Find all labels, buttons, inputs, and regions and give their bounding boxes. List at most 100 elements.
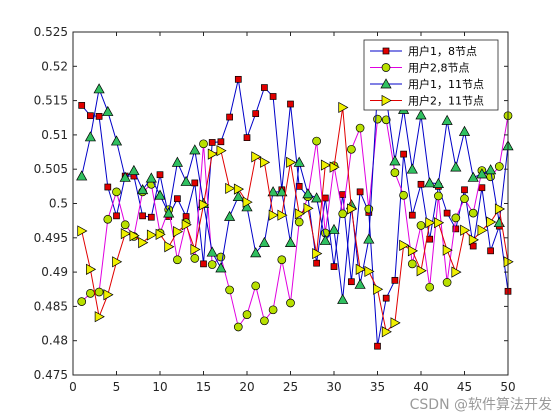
data-point bbox=[364, 204, 374, 214]
data-point bbox=[243, 134, 251, 141]
data-point bbox=[407, 259, 417, 269]
series-4 bbox=[77, 101, 514, 338]
y-tick-label: 0.515 bbox=[34, 94, 68, 108]
data-point bbox=[406, 163, 418, 174]
data-point bbox=[442, 278, 452, 287]
data-point bbox=[312, 247, 323, 260]
x-tick-label: 45 bbox=[457, 380, 472, 394]
data-point bbox=[86, 263, 97, 275]
data-point bbox=[145, 172, 157, 183]
data-point bbox=[468, 234, 479, 246]
data-point bbox=[251, 281, 261, 291]
data-point bbox=[260, 156, 271, 168]
data-point bbox=[78, 102, 86, 109]
data-point bbox=[180, 175, 192, 186]
data-point bbox=[226, 113, 233, 121]
legend-marker bbox=[380, 78, 392, 89]
data-point bbox=[321, 194, 329, 202]
data-point bbox=[294, 217, 304, 227]
data-point bbox=[173, 226, 184, 238]
data-point bbox=[252, 110, 260, 117]
x-axis: 0 5 10 15 20 25 30 35 40 45 50 bbox=[69, 32, 516, 394]
x-tick-label: 35 bbox=[370, 380, 385, 394]
data-point bbox=[173, 255, 182, 265]
y-tick-label: 0.525 bbox=[34, 25, 68, 39]
data-point bbox=[486, 216, 497, 228]
data-point bbox=[460, 194, 469, 204]
data-point bbox=[233, 322, 243, 332]
legend-label: 用户2,8节点 bbox=[408, 61, 470, 75]
data-point bbox=[216, 145, 227, 157]
x-tick-label: 20 bbox=[239, 380, 254, 394]
data-point bbox=[251, 151, 262, 163]
data-point bbox=[364, 265, 375, 278]
data-point bbox=[171, 156, 183, 167]
data-point bbox=[156, 171, 164, 179]
data-point bbox=[451, 266, 462, 278]
data-point bbox=[163, 207, 175, 218]
data-point bbox=[286, 156, 297, 168]
data-point bbox=[129, 230, 140, 242]
data-point bbox=[191, 179, 199, 187]
data-point bbox=[425, 217, 436, 229]
data-point bbox=[374, 342, 381, 350]
data-point bbox=[190, 243, 201, 256]
data-point bbox=[416, 265, 427, 277]
data-point bbox=[206, 246, 218, 257]
data-point bbox=[458, 125, 471, 136]
data-point bbox=[225, 182, 236, 195]
data-point bbox=[460, 224, 471, 236]
x-tick-label: 5 bbox=[113, 380, 121, 394]
data-point bbox=[312, 136, 321, 146]
x-tick-label: 30 bbox=[326, 380, 341, 394]
data-point bbox=[199, 139, 208, 149]
legend-item: 用户1，8节点 bbox=[370, 44, 477, 58]
data-point bbox=[146, 229, 158, 241]
series-line bbox=[81, 115, 509, 329]
data-point bbox=[95, 113, 103, 120]
data-point bbox=[137, 184, 149, 195]
data-point bbox=[399, 190, 408, 200]
y-tick-label: 0.475 bbox=[34, 368, 68, 382]
data-point bbox=[434, 191, 443, 201]
legend-marker bbox=[382, 47, 390, 55]
data-point bbox=[112, 256, 123, 268]
data-point bbox=[338, 101, 349, 114]
data-point bbox=[451, 213, 461, 223]
data-point bbox=[164, 241, 175, 253]
data-point bbox=[232, 190, 244, 201]
data-point bbox=[76, 170, 88, 181]
data-point bbox=[120, 228, 131, 240]
data-point bbox=[154, 189, 166, 200]
data-point bbox=[155, 228, 166, 240]
legend-item: 用户1，11节点 bbox=[370, 77, 484, 91]
y-tick-label: 0.505 bbox=[34, 162, 68, 176]
data-point bbox=[390, 168, 400, 177]
data-point bbox=[119, 171, 131, 182]
data-point bbox=[328, 223, 340, 234]
data-point bbox=[104, 183, 112, 191]
data-point bbox=[258, 236, 270, 247]
data-point bbox=[181, 219, 192, 231]
data-point bbox=[276, 186, 288, 197]
data-point bbox=[261, 84, 268, 91]
data-point bbox=[138, 237, 149, 249]
data-point bbox=[487, 247, 494, 255]
data-point bbox=[128, 164, 140, 175]
data-point bbox=[147, 213, 155, 221]
y-tick-label: 0.5 bbox=[49, 197, 68, 211]
data-point bbox=[215, 262, 227, 273]
legend-item: 用户2，11节点 bbox=[370, 94, 484, 108]
data-point bbox=[268, 209, 279, 221]
data-point bbox=[381, 115, 391, 125]
data-point bbox=[441, 114, 453, 125]
data-point bbox=[110, 135, 123, 146]
y-tick-label: 0.51 bbox=[41, 128, 68, 142]
legend-item: 用户2,8节点 bbox=[370, 61, 470, 75]
data-point bbox=[93, 83, 105, 94]
y-tick-label: 0.52 bbox=[41, 59, 68, 73]
data-point bbox=[354, 278, 366, 289]
data-point bbox=[139, 212, 146, 220]
data-point bbox=[225, 285, 234, 295]
data-point bbox=[416, 221, 426, 230]
